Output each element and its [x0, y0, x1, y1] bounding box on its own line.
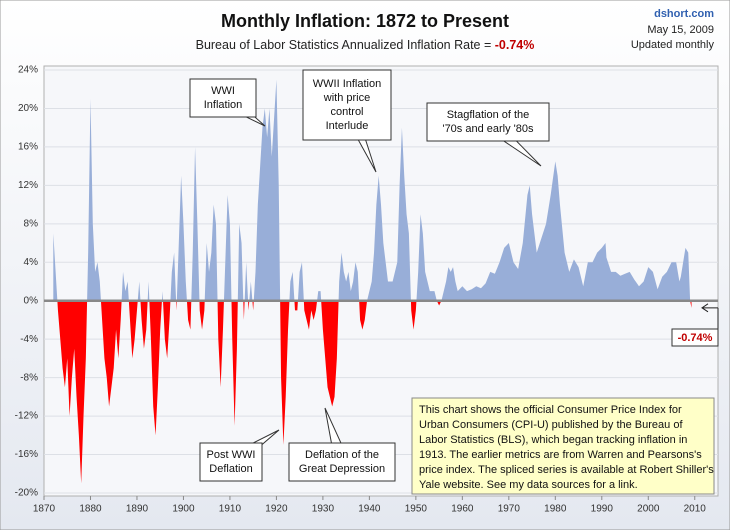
y-tick-label: 12%	[18, 180, 38, 191]
x-tick-label: 1990	[591, 504, 614, 515]
x-tick-label: 1970	[498, 504, 521, 515]
x-tick-label: 1940	[358, 504, 381, 515]
annotation-text: Inflation	[204, 99, 243, 111]
note-text: 1913. The earlier metrics are from Warre…	[419, 449, 702, 461]
x-tick-label: 2000	[637, 504, 660, 515]
x-tick-label: 1870	[33, 504, 56, 515]
annotation-text: WWI	[211, 85, 235, 97]
note-box	[411, 397, 715, 495]
annotation-text: Post WWI	[207, 449, 256, 461]
y-tick-label: -12%	[15, 411, 38, 422]
subtitle: Bureau of Labor Statistics Annualized In…	[196, 38, 535, 52]
source: dshort.com	[654, 8, 714, 20]
x-tick-label: 1980	[544, 504, 567, 515]
x-tick-label: 1910	[219, 504, 242, 515]
subtitle-text: Bureau of Labor Statistics Annualized In…	[196, 38, 495, 52]
chart-title: Monthly Inflation: 1872 to Present	[221, 11, 509, 31]
callout-tail-cover	[483, 116, 493, 128]
y-tick-label: -20%	[15, 488, 38, 499]
annotation-text: Deflation	[209, 463, 252, 475]
y-tick-label: 0%	[24, 295, 39, 306]
callout-tail-cover	[219, 92, 227, 104]
annotation-text: Interlude	[326, 120, 369, 132]
note-text: This chart shows the official Consumer P…	[419, 404, 682, 416]
callout-tail-cover	[335, 459, 349, 465]
annotation-text: Great Depression	[299, 463, 385, 475]
note-text: Yale website. See my data sources for a …	[419, 479, 638, 491]
y-tick-label: 16%	[18, 142, 38, 153]
y-tick-label: 24%	[18, 65, 38, 76]
annotation-text: WWII Inflation	[313, 78, 381, 90]
update-note: Updated monthly	[631, 39, 715, 51]
x-tick-label: 1880	[79, 504, 102, 515]
callout-tail-cover	[227, 456, 235, 468]
x-tick-label: 1890	[126, 504, 149, 515]
y-tick-label: 4%	[24, 257, 39, 268]
note-text: Labor Statistics (BLS), which began trac…	[419, 434, 687, 446]
annotation-text: Stagflation of the	[447, 109, 530, 121]
y-tick-label: 8%	[24, 218, 39, 229]
y-tick-label: -16%	[15, 449, 38, 460]
x-tick-label: 1900	[172, 504, 195, 515]
x-tick-label: 1920	[265, 504, 288, 515]
inflation-area	[53, 79, 692, 484]
annotation-text: Deflation of the	[305, 449, 379, 461]
note-text: Urban Consumers (CPI-U) published by the…	[419, 419, 683, 431]
x-tick-label: 1960	[451, 504, 474, 515]
subtitle-value: -0.74%	[495, 38, 535, 52]
annotation-text: with price	[323, 92, 370, 104]
y-tick-label: 20%	[18, 103, 38, 114]
y-tick-label: -4%	[20, 334, 38, 345]
y-tick-label: -8%	[20, 372, 38, 383]
annotation-text: '70s and early '80s	[442, 123, 534, 135]
date: May 15, 2009	[647, 24, 714, 36]
callout-tail-cover	[340, 102, 354, 109]
current-arrow	[701, 303, 719, 329]
note-text: price index. The spliced series is avail…	[419, 464, 714, 476]
x-tick-label: 2010	[684, 504, 707, 515]
current-label: -0.74%	[678, 332, 713, 344]
x-tick-label: 1930	[312, 504, 335, 515]
annotation-text: control	[330, 106, 363, 118]
current-box	[671, 328, 719, 347]
x-tick-label: 1950	[405, 504, 428, 515]
